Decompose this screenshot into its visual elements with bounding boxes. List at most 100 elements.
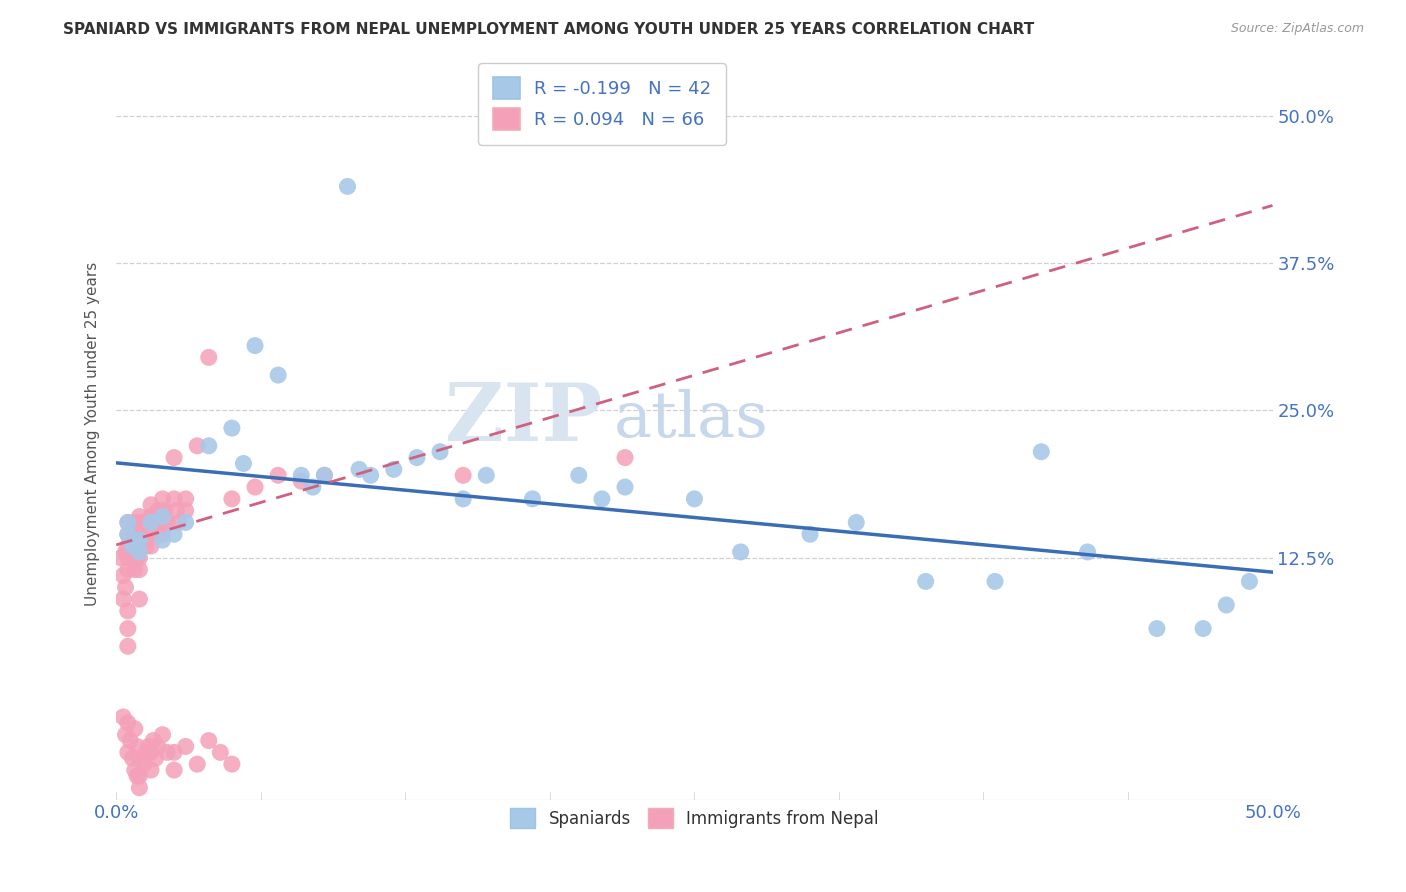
Point	[135, 527, 157, 541]
Point	[267, 468, 290, 483]
Point	[132, 516, 155, 530]
Point	[124, 563, 146, 577]
Point	[290, 474, 312, 488]
Point	[163, 491, 186, 506]
Point	[128, 509, 150, 524]
Point	[112, 592, 135, 607]
Point	[163, 763, 186, 777]
Point	[614, 480, 637, 494]
Point	[110, 550, 132, 565]
Point	[163, 745, 186, 759]
Point	[243, 480, 266, 494]
Point	[186, 439, 208, 453]
Point	[429, 444, 451, 458]
Point	[124, 527, 146, 541]
Point	[845, 516, 868, 530]
Point	[243, 338, 266, 352]
Point	[984, 574, 1007, 589]
Point	[125, 527, 148, 541]
Point	[146, 527, 169, 541]
Point	[142, 509, 165, 524]
Point	[451, 468, 474, 483]
Point	[117, 516, 139, 530]
Point	[139, 509, 162, 524]
Point	[1031, 444, 1053, 458]
Point	[522, 491, 544, 506]
Point	[112, 710, 135, 724]
Point	[302, 480, 325, 494]
Point	[128, 539, 150, 553]
Point	[117, 622, 139, 636]
Point	[174, 503, 197, 517]
Point	[1215, 598, 1237, 612]
Point	[128, 533, 150, 548]
Point	[138, 739, 160, 754]
Point	[121, 539, 143, 553]
Point	[152, 527, 174, 541]
Point	[568, 468, 591, 483]
Point	[314, 468, 336, 483]
Point	[124, 539, 146, 553]
Point	[174, 739, 197, 754]
Point	[121, 545, 143, 559]
Point	[146, 503, 169, 517]
Point	[142, 733, 165, 747]
Point	[152, 533, 174, 548]
Text: SPANIARD VS IMMIGRANTS FROM NEPAL UNEMPLOYMENT AMONG YOUTH UNDER 25 YEARS CORREL: SPANIARD VS IMMIGRANTS FROM NEPAL UNEMPL…	[63, 22, 1035, 37]
Point	[117, 563, 139, 577]
Point	[125, 539, 148, 553]
Point	[128, 769, 150, 783]
Point	[112, 568, 135, 582]
Point	[117, 539, 139, 553]
Point	[174, 491, 197, 506]
Point	[174, 516, 197, 530]
Point	[128, 780, 150, 795]
Point	[117, 516, 139, 530]
Text: Source: ZipAtlas.com: Source: ZipAtlas.com	[1230, 22, 1364, 36]
Point	[614, 450, 637, 465]
Point	[156, 516, 179, 530]
Point	[117, 639, 139, 653]
Point	[683, 491, 706, 506]
Point	[114, 545, 136, 559]
Point	[124, 722, 146, 736]
Point	[117, 550, 139, 565]
Point	[125, 550, 148, 565]
Point	[232, 457, 254, 471]
Y-axis label: Unemployment Among Youth under 25 years: Unemployment Among Youth under 25 years	[86, 262, 100, 607]
Point	[1146, 622, 1168, 636]
Point	[145, 751, 167, 765]
Point	[139, 516, 162, 530]
Point	[152, 491, 174, 506]
Point	[1239, 574, 1261, 589]
Point	[125, 769, 148, 783]
Point	[139, 516, 162, 530]
Point	[267, 368, 290, 382]
Point	[139, 498, 162, 512]
Point	[138, 527, 160, 541]
Point	[139, 763, 162, 777]
Point	[1076, 545, 1098, 559]
Point	[117, 527, 139, 541]
Point	[799, 527, 821, 541]
Point	[146, 516, 169, 530]
Point	[152, 728, 174, 742]
Point	[139, 745, 162, 759]
Point	[1192, 622, 1215, 636]
Point	[360, 468, 382, 483]
Point	[914, 574, 936, 589]
Point	[382, 462, 405, 476]
Point	[152, 509, 174, 524]
Text: ZIP: ZIP	[444, 380, 602, 458]
Point	[128, 550, 150, 565]
Point	[221, 757, 243, 772]
Point	[451, 491, 474, 506]
Point	[128, 563, 150, 577]
Point	[128, 592, 150, 607]
Point	[197, 439, 219, 453]
Point	[221, 421, 243, 435]
Point	[117, 715, 139, 730]
Point	[336, 179, 359, 194]
Text: atlas: atlas	[613, 389, 768, 450]
Point	[121, 751, 143, 765]
